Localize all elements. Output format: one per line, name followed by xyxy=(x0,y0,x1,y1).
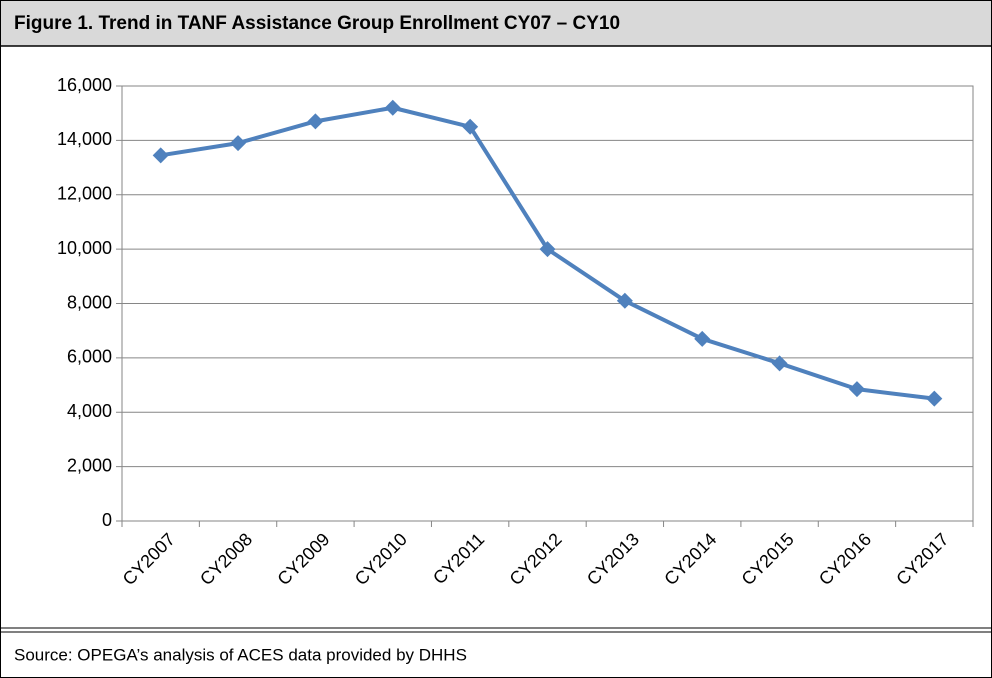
y-tick-label: 10,000 xyxy=(57,238,112,258)
y-tick-label: 14,000 xyxy=(57,129,112,149)
x-tick-label: CY2012 xyxy=(506,529,566,589)
y-tick-label: 4,000 xyxy=(67,401,112,421)
y-tick-label: 16,000 xyxy=(57,75,112,95)
x-tick-label: CY2014 xyxy=(660,529,720,589)
x-tick-label: CY2015 xyxy=(738,529,798,589)
x-tick-label: CY2009 xyxy=(273,529,333,589)
y-tick-label: 2,000 xyxy=(67,455,112,475)
x-tick-label: CY2010 xyxy=(351,529,411,589)
x-tick-label: CY2011 xyxy=(429,529,488,588)
chart-title: Figure 1. Trend in TANF Assistance Group… xyxy=(14,13,620,34)
data-point xyxy=(694,330,711,347)
data-point xyxy=(152,147,169,164)
data-point xyxy=(384,99,401,116)
y-tick-label: 8,000 xyxy=(67,292,112,312)
x-tick-label: CY2008 xyxy=(196,529,256,589)
header-bar xyxy=(0,0,992,46)
y-tick-label: 0 xyxy=(102,510,112,530)
data-point xyxy=(462,118,479,135)
data-point xyxy=(307,113,324,130)
x-tick-label: CY2007 xyxy=(119,529,179,589)
source-note: Source: OPEGA’s analysis of ACES data pr… xyxy=(14,645,467,664)
x-tick-label: CY2017 xyxy=(892,529,952,589)
data-point xyxy=(771,355,788,372)
data-point xyxy=(230,135,247,152)
y-tick-label: 12,000 xyxy=(57,184,112,204)
y-tick-label: 6,000 xyxy=(67,347,112,367)
data-point xyxy=(616,292,633,309)
x-tick-label: CY2013 xyxy=(583,529,643,589)
data-point xyxy=(848,381,865,398)
x-tick-label: CY2016 xyxy=(815,529,875,589)
data-point xyxy=(926,390,943,407)
data-point xyxy=(539,241,556,258)
